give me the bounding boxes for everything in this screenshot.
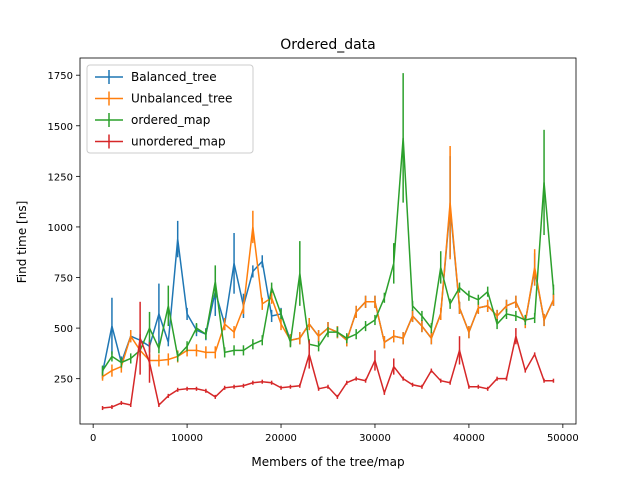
series <box>101 301 555 411</box>
x-tick-label: 20000 <box>265 433 297 444</box>
y-tick-label: 1750 <box>48 71 73 82</box>
legend-label: unordered_map <box>131 135 226 149</box>
y-tick-label: 1250 <box>48 172 73 183</box>
x-axis-label: Members of the tree/map <box>251 455 404 469</box>
y-tick-label: 250 <box>54 375 73 386</box>
series-line <box>102 202 555 378</box>
series <box>101 156 555 379</box>
legend-label: Balanced_tree <box>131 70 217 84</box>
series-line <box>101 206 555 373</box>
series <box>101 73 555 376</box>
x-tick-label: 10000 <box>171 433 203 444</box>
y-tick-label: 1500 <box>48 122 73 133</box>
y-tick-label: 1000 <box>48 223 73 234</box>
x-tick-label: 50000 <box>547 433 579 444</box>
x-tick-label: 40000 <box>453 433 485 444</box>
legend-box <box>86 64 254 154</box>
y-tick-label: 750 <box>54 274 73 285</box>
chart-title: Ordered_data <box>280 37 376 53</box>
series-line <box>102 335 554 409</box>
y-tick-label: 500 <box>54 324 73 335</box>
x-tick-label: 0 <box>90 433 96 444</box>
y-axis-label: Find time [ns] <box>15 201 29 284</box>
legend-label: Unbalanced_tree <box>131 92 232 106</box>
x-tick-label: 30000 <box>359 433 391 444</box>
plot-frame <box>79 57 577 425</box>
legend-label: ordered_map <box>131 113 210 127</box>
series <box>101 146 555 381</box>
